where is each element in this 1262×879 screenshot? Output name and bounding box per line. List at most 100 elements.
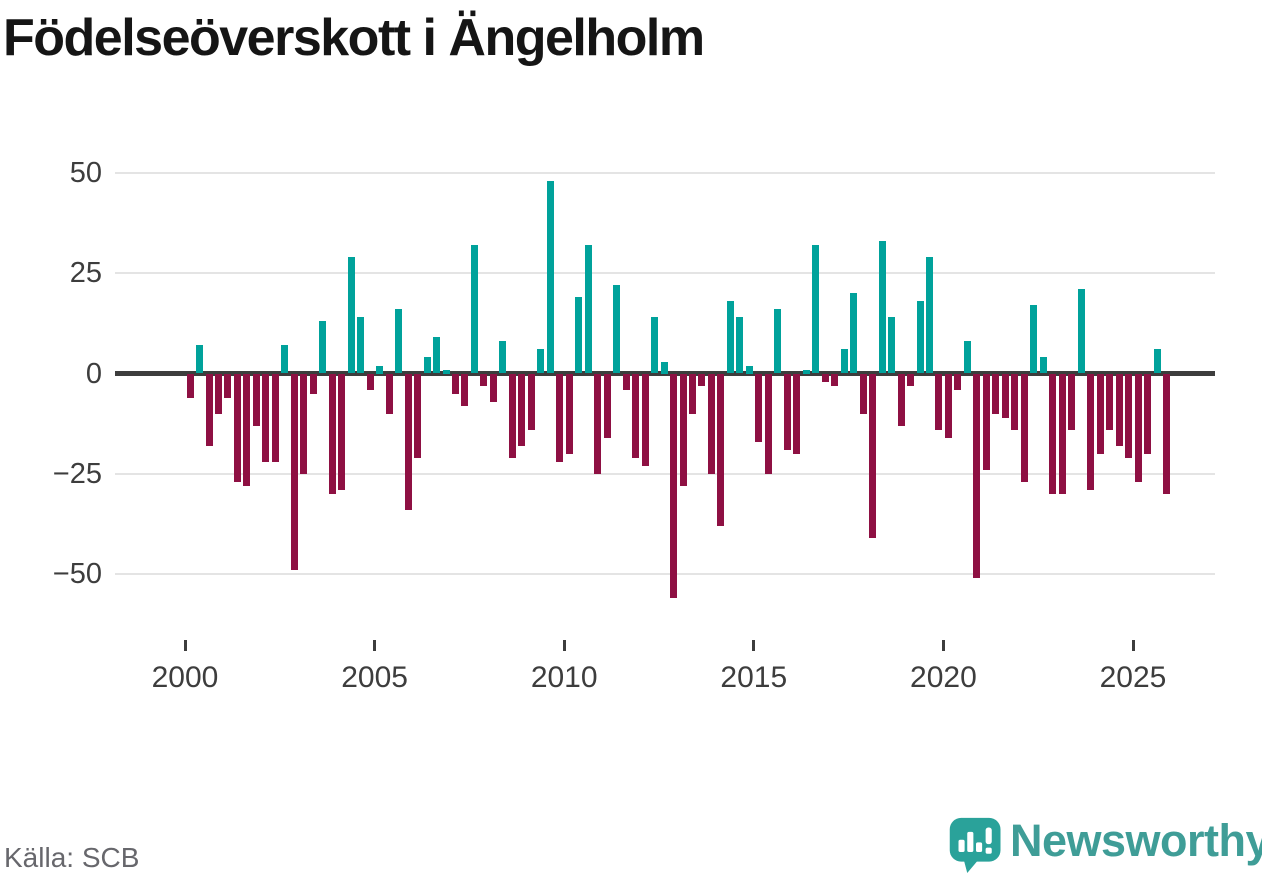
bar <box>1153 349 1161 374</box>
bar <box>262 373 270 462</box>
bar <box>670 373 677 599</box>
y-tick-label: 50 <box>69 156 102 189</box>
bar <box>537 349 545 374</box>
x-tick-label: 2010 <box>530 661 598 694</box>
bar <box>404 373 412 510</box>
bar <box>338 373 346 490</box>
bar <box>243 373 251 486</box>
source-note: Källa: SCB <box>4 842 140 873</box>
bar <box>698 373 706 386</box>
bar <box>433 337 440 374</box>
bar <box>376 365 384 374</box>
y-tick-label: −50 <box>52 558 102 591</box>
bar <box>499 341 507 374</box>
bar <box>594 373 602 474</box>
bar <box>679 373 687 486</box>
bar <box>470 245 478 374</box>
brand-logo: Newsworthy <box>946 812 1262 874</box>
bar <box>395 309 403 374</box>
bar <box>1144 373 1151 454</box>
bar <box>651 317 658 374</box>
bar <box>1001 373 1009 418</box>
bar <box>1030 305 1038 374</box>
bar <box>1049 373 1057 494</box>
bar <box>1039 357 1047 374</box>
gridline <box>115 573 1215 576</box>
bar <box>309 373 317 394</box>
bar <box>802 369 810 374</box>
bar <box>1020 373 1028 482</box>
bar <box>973 373 981 579</box>
bar <box>707 373 715 474</box>
bar <box>214 373 222 414</box>
bar <box>641 373 649 466</box>
bar <box>319 321 327 374</box>
bar <box>736 317 744 374</box>
bar <box>414 373 421 458</box>
x-tick <box>373 640 377 651</box>
bar <box>357 317 365 374</box>
bar <box>916 301 924 374</box>
bar <box>205 373 213 446</box>
bar <box>1115 373 1123 446</box>
gridline <box>115 472 1215 475</box>
bar <box>366 373 374 390</box>
bar <box>925 257 933 374</box>
bar <box>982 373 990 470</box>
x-tick <box>1131 640 1135 651</box>
x-tick-label: 2025 <box>1099 661 1167 694</box>
zero-axis-line <box>115 371 1215 376</box>
bar <box>726 301 734 374</box>
bar <box>840 349 848 374</box>
x-tick-label: 2005 <box>341 661 408 694</box>
bar <box>878 241 886 374</box>
brand-wordmark: Newsworthy <box>1010 815 1262 866</box>
bar <box>613 285 621 374</box>
bar <box>1096 373 1104 454</box>
bar <box>622 373 630 390</box>
bar <box>954 373 962 390</box>
x-tick-label: 2015 <box>720 661 788 694</box>
bar <box>518 373 526 446</box>
bar <box>793 373 801 454</box>
bar <box>423 357 431 374</box>
bar <box>565 373 573 454</box>
bar <box>859 373 867 414</box>
x-tick <box>183 640 187 651</box>
bar <box>869 373 877 538</box>
bar <box>1162 373 1170 494</box>
speech-bubble-bar-chart-icon <box>948 816 1004 879</box>
bar <box>1106 373 1114 430</box>
bar <box>1077 289 1085 374</box>
bar <box>1011 373 1019 430</box>
bar <box>527 373 535 430</box>
bar <box>584 245 592 374</box>
x-tick-label: 2020 <box>910 661 977 694</box>
bar <box>1087 373 1095 490</box>
chart-title: Födelseöverskott i Ängelholm <box>3 9 705 67</box>
bar <box>546 180 554 374</box>
bar <box>888 317 895 374</box>
y-tick-label: 0 <box>85 357 102 390</box>
bar <box>328 373 336 494</box>
bar <box>252 373 260 426</box>
bar <box>233 373 241 482</box>
bar <box>821 373 829 382</box>
bar <box>907 373 914 386</box>
bar <box>1125 373 1132 458</box>
bar <box>196 345 203 374</box>
bar <box>1134 373 1142 482</box>
bar <box>745 365 753 374</box>
bar <box>290 373 298 571</box>
bar <box>186 373 194 398</box>
bar <box>632 373 640 458</box>
bar <box>385 373 393 414</box>
bar <box>897 373 905 426</box>
bar <box>1068 373 1076 430</box>
bar <box>944 373 952 438</box>
bar <box>603 373 611 438</box>
bar <box>992 373 1000 414</box>
bar <box>963 341 971 374</box>
bar <box>717 373 725 526</box>
